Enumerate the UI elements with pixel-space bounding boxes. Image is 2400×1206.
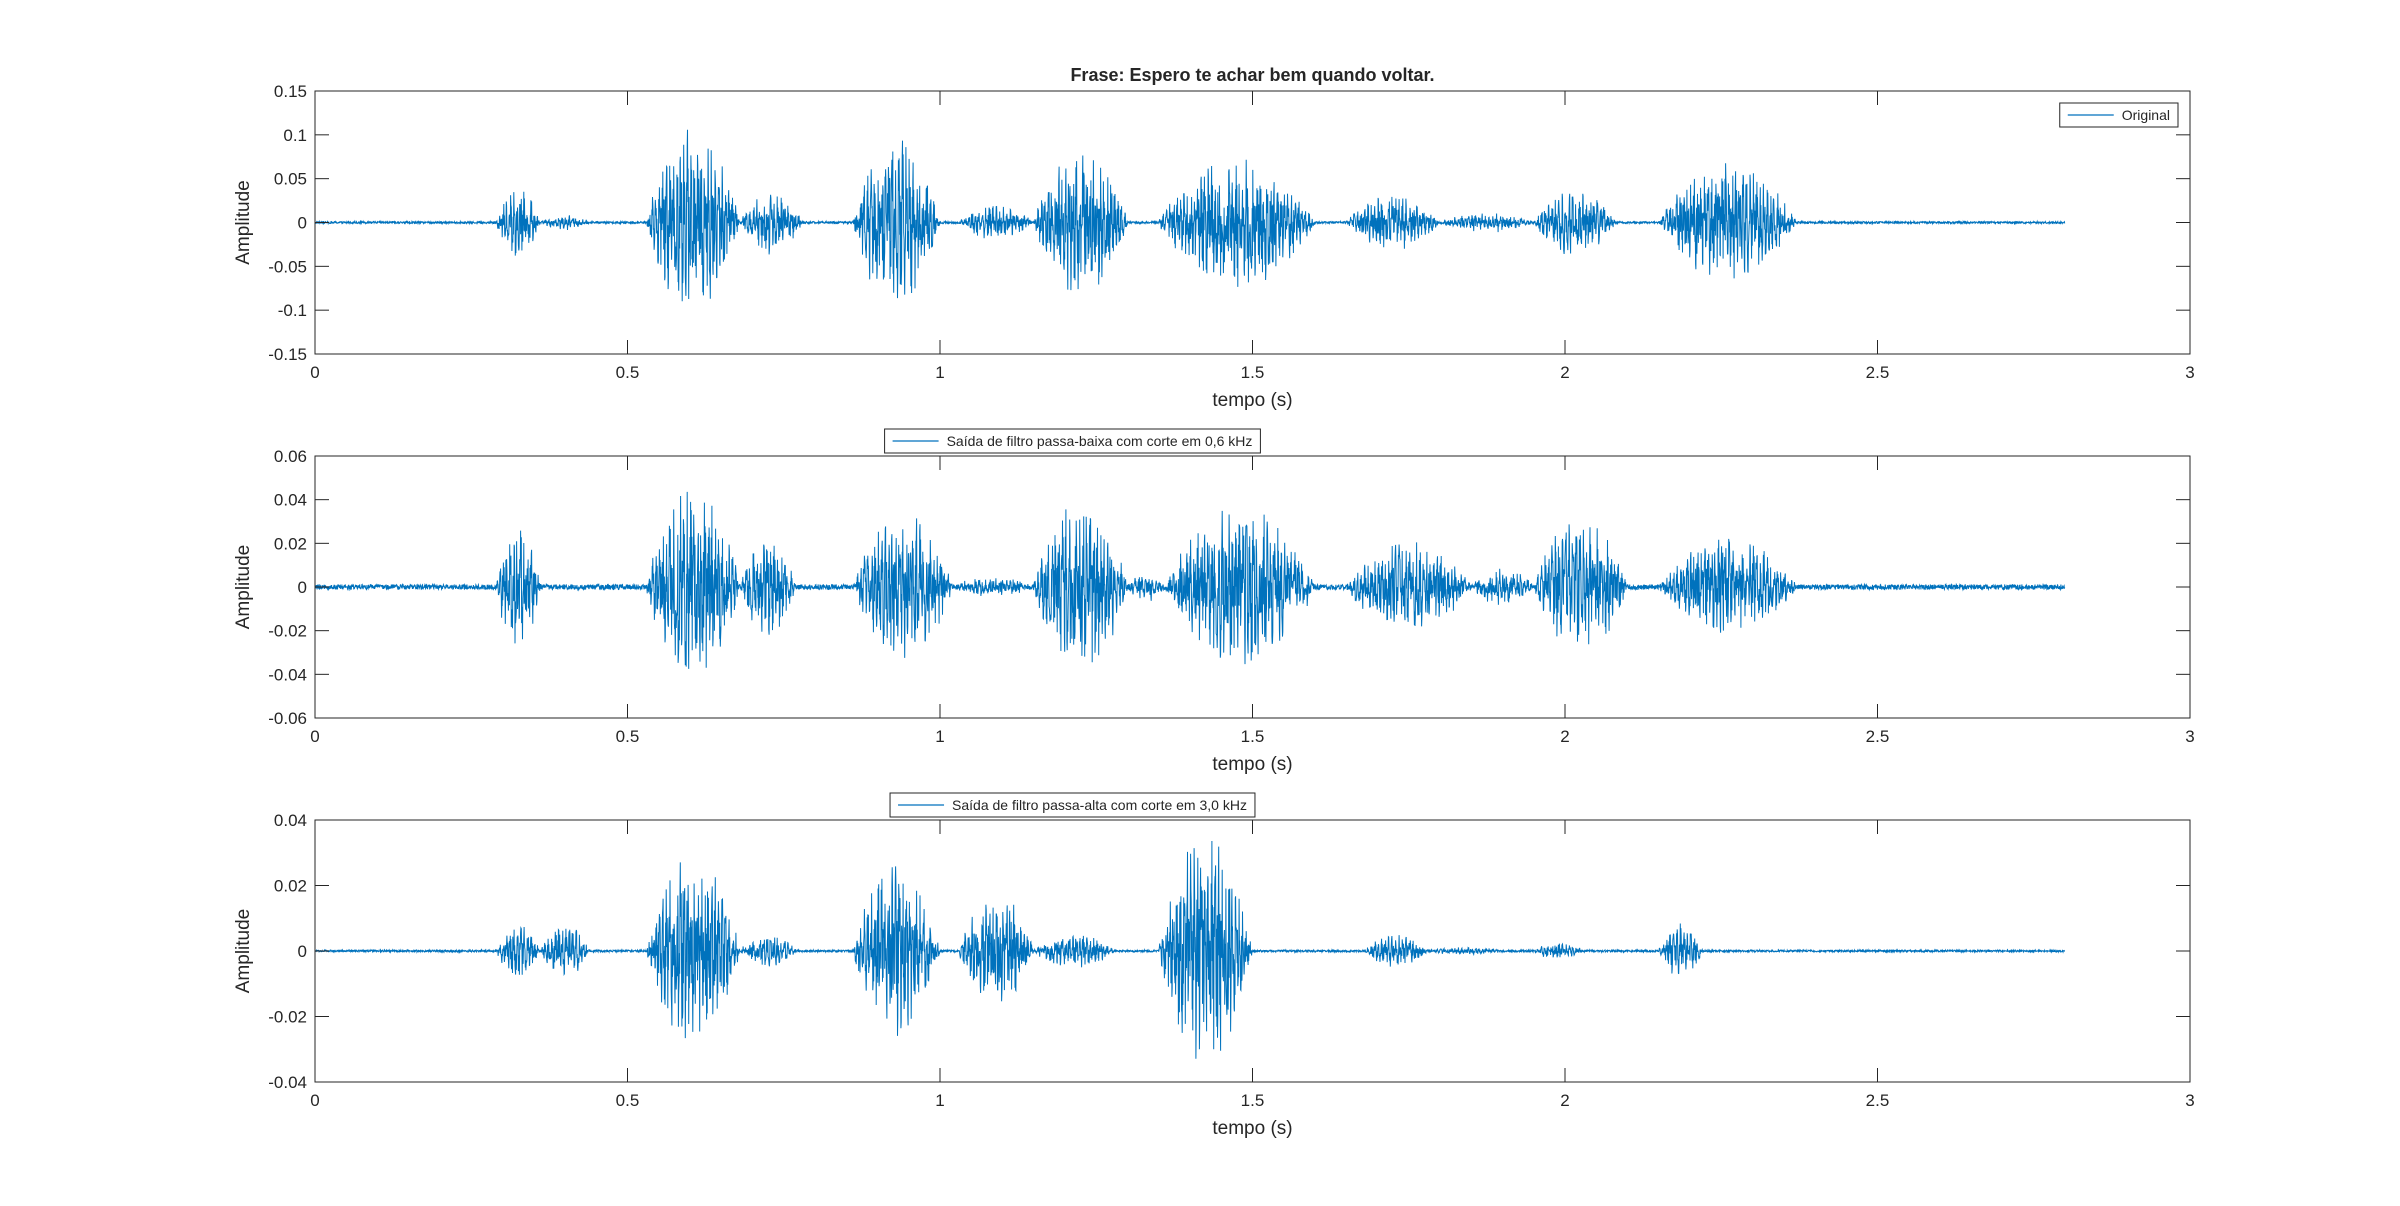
y-tick-label: 0.15: [274, 82, 307, 101]
x-tick-label: 1: [935, 363, 944, 382]
x-axis-label: tempo (s): [1212, 1118, 1292, 1139]
y-tick-label: 0: [298, 214, 307, 233]
legend-entry-label: Saída de filtro passa-baixa com corte em…: [947, 433, 1253, 449]
x-tick-label: 1.5: [1241, 363, 1265, 382]
y-tick-label: 0: [298, 578, 307, 597]
x-tick-label: 2.5: [1866, 1091, 1890, 1110]
x-tick-label: 3: [2185, 363, 2194, 382]
legend-box: [884, 428, 1261, 454]
y-tick-label: 0.1: [283, 126, 307, 145]
y-axis-label: Amplitude: [233, 909, 254, 994]
legend: Original: [2059, 102, 2179, 128]
x-tick-label: 2.5: [1866, 727, 1890, 746]
x-tick-label: 2.5: [1866, 363, 1890, 382]
waveform-series-3: [314, 840, 2066, 1059]
y-tick-label: 0.04: [274, 491, 307, 510]
x-tick-label: 1.5: [1241, 1091, 1265, 1110]
y-tick-label: 0.02: [274, 877, 307, 896]
y-tick-label: -0.02: [268, 1008, 307, 1027]
y-tick-label: -0.04: [268, 1073, 307, 1092]
y-tick-label: -0.02: [268, 622, 307, 641]
x-tick-label: 0.5: [616, 727, 640, 746]
subplot-1: 0 0.5 1 1.5 2 2.5 3 -0.15 -0.1 -0.05 0 0.05 0.1 0.15 t…: [233, 65, 2195, 411]
x-tick-label: 1: [935, 727, 944, 746]
x-axis-label: tempo (s): [1212, 754, 1292, 775]
subplot-2: 0 0.5 1 1.5 2 2.5 3 -0.06 -0.04 -0.02 0 0.02 0.04 0.0…: [233, 428, 2195, 775]
x-tick-label: 0: [310, 727, 319, 746]
y-tick-label: -0.1: [278, 301, 307, 320]
x-tick-label: 1.5: [1241, 727, 1265, 746]
x-tick-label: 3: [2185, 1091, 2194, 1110]
y-tick-label: -0.15: [268, 345, 307, 364]
x-tick-label: 2: [1560, 363, 1569, 382]
legend: Saída de filtro passa-alta com corte em …: [889, 792, 1256, 818]
x-tick-label: 0.5: [616, 363, 640, 382]
x-tick-label: 0: [310, 1091, 319, 1110]
y-tick-label: -0.04: [268, 665, 307, 684]
x-tick-label: 0: [310, 363, 319, 382]
subplot-3: 0 0.5 1 1.5 2 2.5 3 -0.04 -0.02 0 0.02 0.04 tempo (s…: [233, 792, 2195, 1139]
y-tick-label: -0.06: [268, 709, 307, 728]
y-tick-label: 0: [298, 942, 307, 961]
x-axis-label: tempo (s): [1212, 390, 1292, 411]
legend-entry-label: Original: [2122, 107, 2170, 123]
y-tick-label: 0.06: [274, 447, 307, 466]
y-axis-label: Amplitude: [233, 545, 254, 630]
x-tick-label: 1: [935, 1091, 944, 1110]
x-tick-label: 2: [1560, 727, 1569, 746]
y-tick-label: 0.05: [274, 170, 307, 189]
x-tick-label: 3: [2185, 727, 2194, 746]
legend-box: [889, 792, 1256, 818]
x-tick-label: 0.5: [616, 1091, 640, 1110]
y-tick-label: 0.02: [274, 534, 307, 553]
y-axis-label: Amplitude: [233, 180, 254, 265]
legend: Saída de filtro passa-baixa com corte em…: [884, 428, 1261, 454]
x-tick-label: 2: [1560, 1091, 1569, 1110]
waveform-series-1: [314, 129, 2066, 302]
chart-title: Frase: Espero te achar bem quando voltar…: [1070, 65, 1434, 85]
y-tick-label: 0.04: [274, 811, 307, 830]
y-tick-label: -0.05: [268, 257, 307, 276]
waveform-series-2: [314, 491, 2066, 669]
legend-entry-label: Saída de filtro passa-alta com corte em …: [952, 797, 1247, 813]
